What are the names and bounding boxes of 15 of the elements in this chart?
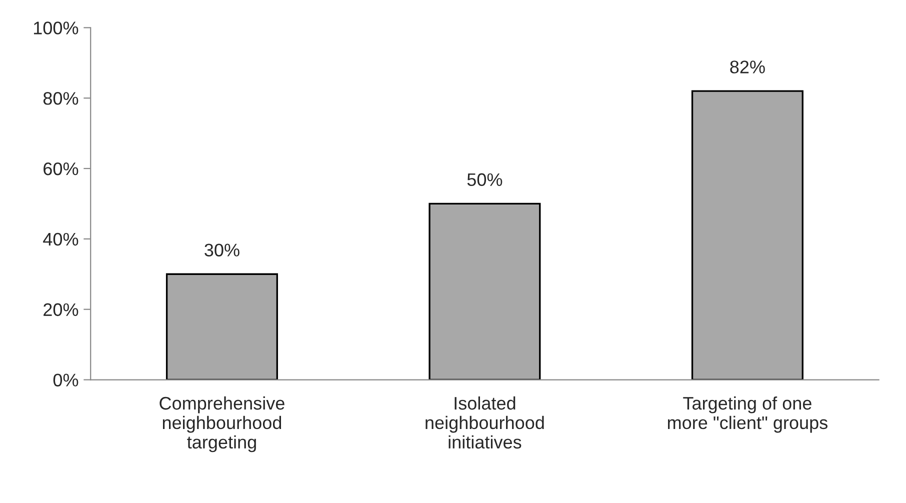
data-label: 30% [204,244,240,256]
bar [691,90,804,380]
y-tick-label: 100% [34,22,78,34]
x-tick-label: Isolated neighbourhood initiatives [426,396,544,449]
bar [428,202,541,380]
y-tick-label: 40% [43,232,78,246]
y-tick-label: 80% [43,92,78,105]
y-tick-label: 0% [53,374,78,386]
x-tick-label: Targeting of one more "client" groups [668,396,828,433]
y-tick-label: 20% [44,303,78,316]
x-tick-label: Comprehensive neighbourhood targeting [160,396,284,452]
data-label: 82% [730,60,765,74]
bar [166,273,278,380]
data-label: 50% [467,173,502,186]
y-tick-label: 60% [44,162,78,176]
